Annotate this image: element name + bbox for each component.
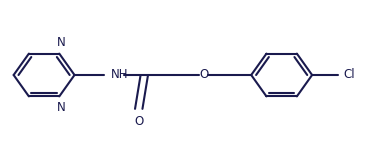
Text: NH: NH: [111, 69, 128, 81]
Text: N: N: [56, 101, 65, 114]
Text: O: O: [199, 69, 208, 81]
Text: N: N: [56, 36, 65, 49]
Text: O: O: [134, 115, 143, 128]
Text: Cl: Cl: [343, 69, 355, 81]
